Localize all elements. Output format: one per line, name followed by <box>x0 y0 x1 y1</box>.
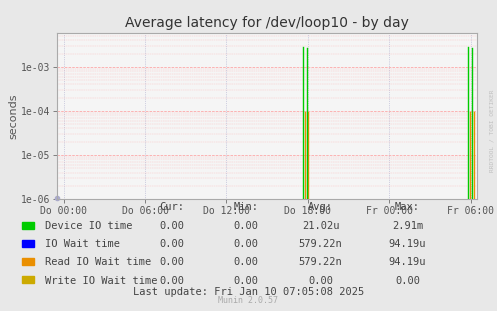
Text: RRDTOOL / TOBI OETIKER: RRDTOOL / TOBI OETIKER <box>490 89 495 172</box>
Text: 94.19u: 94.19u <box>389 239 426 249</box>
Text: Min:: Min: <box>234 202 258 212</box>
Title: Average latency for /dev/loop10 - by day: Average latency for /dev/loop10 - by day <box>125 16 409 30</box>
Text: Avg:: Avg: <box>308 202 333 212</box>
Y-axis label: seconds: seconds <box>8 93 18 139</box>
Text: Last update: Fri Jan 10 07:05:08 2025: Last update: Fri Jan 10 07:05:08 2025 <box>133 286 364 296</box>
Text: 0.00: 0.00 <box>159 276 184 285</box>
Text: 2.91m: 2.91m <box>392 221 423 231</box>
Text: 0.00: 0.00 <box>159 258 184 267</box>
Text: 0.00: 0.00 <box>159 239 184 249</box>
Text: 21.02u: 21.02u <box>302 221 339 231</box>
Text: IO Wait time: IO Wait time <box>45 239 120 249</box>
Text: 0.00: 0.00 <box>234 239 258 249</box>
Text: 0.00: 0.00 <box>234 276 258 285</box>
Text: 0.00: 0.00 <box>395 276 420 285</box>
Text: Max:: Max: <box>395 202 420 212</box>
Text: Device IO time: Device IO time <box>45 221 132 231</box>
Text: 94.19u: 94.19u <box>389 258 426 267</box>
Text: Cur:: Cur: <box>159 202 184 212</box>
Text: Read IO Wait time: Read IO Wait time <box>45 258 151 267</box>
Text: Write IO Wait time: Write IO Wait time <box>45 276 157 285</box>
Text: 579.22n: 579.22n <box>299 239 342 249</box>
Text: 0.00: 0.00 <box>234 258 258 267</box>
Text: 0.00: 0.00 <box>159 221 184 231</box>
Text: Munin 2.0.57: Munin 2.0.57 <box>219 296 278 305</box>
Text: 0.00: 0.00 <box>234 221 258 231</box>
Text: 0.00: 0.00 <box>308 276 333 285</box>
Text: 579.22n: 579.22n <box>299 258 342 267</box>
